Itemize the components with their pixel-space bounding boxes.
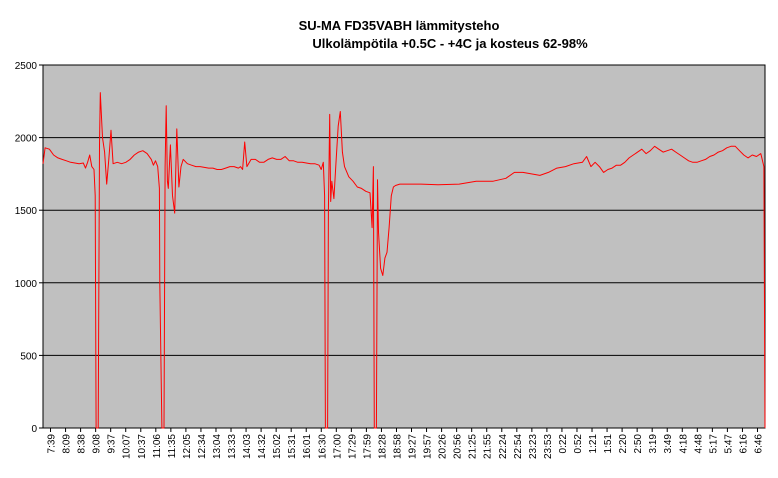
x-tick-label: 22:54 [513,434,524,459]
x-tick-label: 2:50 [633,434,644,454]
x-tick-label: 0:22 [558,434,569,454]
x-tick-label: 16:01 [302,434,313,459]
x-tick-label: 19:27 [408,434,419,459]
y-tick-label: 1500 [15,206,38,217]
y-tick-label: 500 [20,351,37,362]
x-tick-label: 23:23 [528,434,539,459]
x-tick-label: 10:07 [122,434,133,459]
x-tick-label: 17:59 [362,434,373,459]
x-tick-label: 11:35 [167,434,178,459]
x-tick-label: 20:56 [453,434,464,459]
x-tick-label: 17:00 [332,434,343,459]
x-tick-label: 4:48 [693,434,704,454]
y-tick-label: 2000 [15,134,38,145]
y-axis: 0 500 1000 1500 2000 2500 [15,61,43,435]
x-tick-label: 5:17 [708,434,719,454]
chart-subtitle: Ulkolämpötila +0.5C - +4C ja kosteus 62-… [312,36,588,51]
x-tick-label: 11:06 [152,434,163,459]
x-tick-label: 7:39 [47,434,58,454]
x-tick-label: 21:55 [483,434,494,459]
x-tick-label: 1:21 [588,434,599,454]
x-tick-label: 8:38 [77,434,88,454]
x-tick-label: 10:37 [137,434,148,459]
x-tick-label: 17:29 [347,434,358,459]
x-tick-label: 2:20 [618,434,629,454]
chart-title: SU-MA FD35VABH lämmitysteho [299,18,500,33]
gridlines [43,137,765,356]
x-tick-label: 3:19 [648,434,659,454]
y-tick-label: 2500 [15,61,38,72]
x-tick-label: 14:32 [257,434,268,459]
y-tick-label: 0 [31,424,37,435]
x-tick-label: 12:05 [182,434,193,459]
x-tick-label: 13:33 [227,434,238,459]
series-line [42,92,766,429]
x-tick-label: 15:31 [287,434,298,459]
plot-area [42,64,766,429]
x-tick-label: 9:08 [92,434,103,454]
x-tick-label: 20:26 [438,434,449,459]
series-layer [42,92,766,429]
x-tick-label: 13:04 [212,434,223,459]
x-tick-label: 21:25 [468,434,479,459]
x-tick-label: 23:53 [543,434,554,459]
x-tick-label: 5:47 [723,434,734,454]
x-tick-label: 6:16 [738,434,749,454]
x-tick-label: 4:18 [678,434,689,454]
x-axis: 7:39 8:09 8:38 9:08 9:37 10:07 10:37 11:06 11:35… [47,428,764,459]
x-tick-label: 19:57 [423,434,434,459]
x-tick-label: 22:24 [498,434,509,459]
x-tick-label: 6:46 [753,434,764,454]
x-tick-label: 0:52 [573,434,584,454]
x-tick-label: 1:51 [603,434,614,454]
y-tick-label: 1000 [15,279,38,290]
x-tick-label: 16:30 [317,434,328,459]
x-tick-label: 18:28 [377,434,388,459]
x-tick-label: 8:09 [62,434,73,454]
x-tick-label: 14:03 [242,434,253,459]
x-tick-label: 9:37 [107,434,118,454]
x-tick-label: 12:34 [197,434,208,459]
x-tick-label: 3:49 [663,434,674,454]
x-tick-label: 18:58 [392,434,403,459]
x-tick-label: 15:02 [272,434,283,459]
